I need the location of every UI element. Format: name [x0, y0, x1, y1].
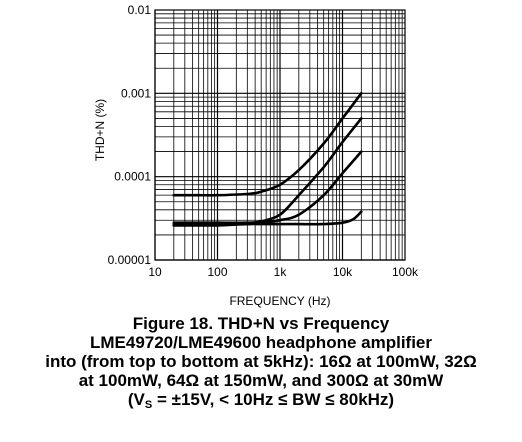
- series-layer: [172, 92, 363, 227]
- series-line-2: [172, 117, 363, 225]
- x-tick-label: 100k: [392, 265, 419, 279]
- x-tick-label: 1k: [274, 265, 288, 279]
- y-tick-label: 0.00001: [108, 253, 152, 267]
- caption-line-4: at 100mW, 64Ω at 150mW, and 300Ω at 30mW: [78, 371, 444, 390]
- x-tick-label: 100: [207, 265, 227, 279]
- caption-line-3: into (from top to bottom at 5kHz): 16Ω a…: [45, 352, 477, 371]
- caption-line-2: LME49720/LME49600 headphone amplifier: [89, 333, 432, 352]
- grid: [154, 10, 405, 261]
- x-tick-labels: 10 100 1k 10k 100k: [148, 265, 419, 279]
- series-line-4: [172, 210, 363, 227]
- x-tick-label: 10: [148, 265, 162, 279]
- y-tick-label: 0.001: [121, 86, 151, 100]
- y-tick-label: 0.01: [128, 3, 152, 17]
- figure-caption: Figure 18. THD+N vs Frequency LME49720/L…: [0, 314, 522, 411]
- x-tick-label: 10k: [333, 265, 353, 279]
- caption-line-5-post: = ±15V, < 10Hz ≤ BW ≤ 80kHz): [152, 390, 395, 409]
- series-line-1: [172, 92, 363, 197]
- y-tick-label: 0.0001: [114, 170, 151, 184]
- x-axis-label: FREQUENCY (Hz): [229, 294, 330, 308]
- series-line-3: [172, 150, 363, 226]
- caption-line-5: (VS = ±15V, < 10Hz ≤ BW ≤ 80kHz): [0, 390, 522, 411]
- y-tick-labels: 0.00001 0.0001 0.001 0.01: [108, 3, 152, 267]
- thd-n-chart: 10 100 1k 10k 100k 0.00001 0.0001 0.001 0.01 FR…: [93, 3, 419, 308]
- y-axis-label: THD+N (%): [93, 99, 107, 161]
- caption-line-1: Figure 18. THD+N vs Frequency: [132, 314, 390, 333]
- caption-line-5-sub: S: [144, 399, 153, 411]
- plot-frame: [154, 9, 406, 261]
- caption-line-5-pre: (V: [127, 390, 145, 409]
